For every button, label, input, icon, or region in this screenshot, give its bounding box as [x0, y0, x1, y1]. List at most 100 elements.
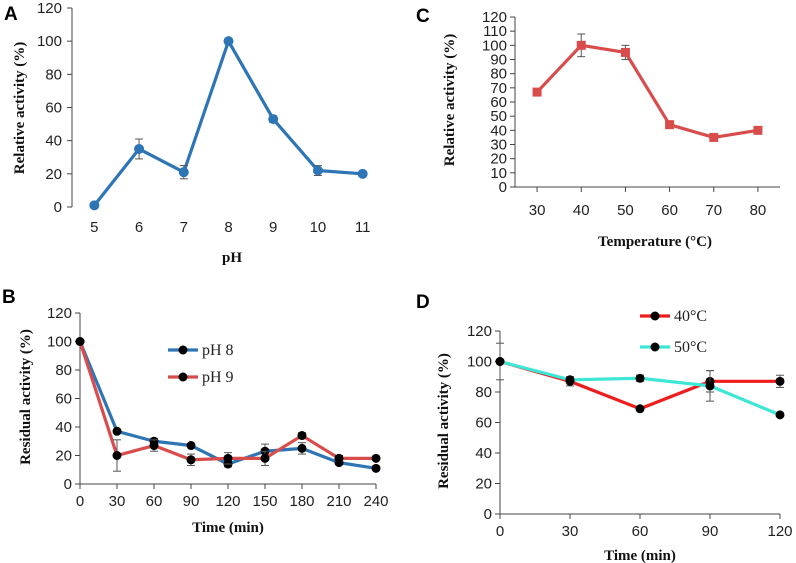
series-line [78, 340, 377, 470]
legend-swatch-marker [178, 372, 188, 382]
data-point [371, 463, 381, 473]
y-tick-label: 60 [475, 415, 492, 432]
data-point [260, 453, 270, 463]
x-tick-label: 120 [215, 493, 240, 510]
legend-label: pH 8 [202, 342, 234, 359]
x-axis-title: pH [222, 250, 242, 266]
x-tick-label: 90 [183, 493, 200, 510]
series-line [93, 39, 363, 207]
x-tick-label: 40 [573, 202, 590, 219]
y-tick-label: 20 [475, 476, 492, 493]
data-point [775, 410, 785, 420]
x-tick-label: 60 [661, 202, 678, 219]
series-line [78, 341, 376, 462]
y-axis-title: Residual activity (%) [18, 329, 34, 465]
x-tick-label: 50 [617, 202, 634, 219]
data-point [532, 87, 542, 97]
legend-label: pH 9 [202, 369, 234, 386]
y-tick-label: 60 [55, 391, 72, 408]
y-tick-label: 90 [490, 52, 507, 69]
y-tick-label: 40 [475, 445, 492, 462]
x-tick-label: 6 [135, 219, 143, 236]
series-ph-activity [89, 36, 368, 211]
y-axis-title: Residual activity (%) [436, 353, 452, 489]
x-axis-title: Temperature (°C) [598, 234, 712, 250]
data-point [635, 373, 645, 383]
data-point [268, 114, 279, 125]
x-tick-label: 240 [363, 493, 388, 510]
y-axis-title: Relative activity (%) [12, 42, 28, 174]
x-axis-title: Time (min) [604, 548, 676, 563]
panel-label: C [416, 6, 430, 27]
series-temperature-activity [532, 33, 763, 142]
legend: 40°C 50°C [640, 308, 707, 356]
x-tick-label: 120 [767, 523, 792, 540]
y-tick-label: 120 [47, 305, 72, 322]
data-point [89, 200, 100, 211]
y-tick-label: 120 [482, 9, 507, 26]
data-point [223, 36, 234, 47]
panel-label: B [2, 287, 16, 308]
y-tick-label: 20 [55, 448, 72, 465]
series-line [535, 43, 759, 140]
data-point [495, 357, 505, 366]
panel-label: A [4, 4, 18, 25]
data-point [297, 431, 307, 441]
x-tick-label: 8 [224, 219, 232, 236]
y-tick-label: 80 [475, 384, 492, 401]
x-tick-label: 10 [310, 219, 327, 236]
data-point [371, 453, 381, 463]
legend-label: 40°C [674, 308, 707, 325]
series-ph-9 [75, 337, 381, 472]
y-tick-label: 120 [467, 323, 492, 340]
y-tick-label: 70 [490, 80, 507, 97]
x-tick-label: 30 [562, 523, 579, 540]
y-tick-label: 120 [37, 0, 62, 17]
y-tick-label: 50 [490, 108, 507, 125]
data-point [705, 381, 715, 391]
legend-swatch-marker [650, 342, 660, 352]
data-point [620, 47, 630, 57]
x-tick-label: 5 [90, 219, 98, 236]
y-tick-label: 110 [483, 23, 507, 40]
x-tick-label: 210 [326, 493, 351, 510]
data-point [75, 337, 85, 346]
data-point [223, 453, 233, 463]
data-point [312, 165, 323, 176]
x-tick-label: 30 [529, 202, 546, 219]
y-axis-title: Relative activity (%) [442, 34, 458, 166]
data-point [357, 168, 368, 179]
y-tick-label: 60 [45, 100, 62, 117]
y-tick-label: 40 [490, 122, 507, 139]
x-tick-label: 60 [632, 523, 649, 540]
data-point [186, 455, 196, 465]
y-tick-label: 100 [47, 334, 72, 351]
data-point [775, 376, 785, 386]
y-tick-label: 80 [45, 66, 62, 83]
data-point [134, 143, 145, 154]
x-tick-label: 11 [355, 219, 371, 236]
y-tick-label: 60 [490, 94, 507, 111]
y-tick-label: 100 [37, 33, 62, 50]
data-point [297, 443, 307, 453]
y-tick-label: 40 [55, 419, 72, 436]
data-point [565, 375, 575, 385]
data-point [665, 120, 675, 130]
y-tick-label: 100 [482, 37, 507, 54]
y-tick-label: 80 [490, 66, 507, 83]
x-tick-label: 80 [750, 202, 767, 219]
series-50-c [495, 357, 785, 420]
y-tick-label: 10 [490, 165, 507, 182]
x-tick-label: 9 [269, 219, 277, 236]
legend-label: 50°C [674, 339, 707, 356]
data-point [753, 125, 763, 135]
x-tick-label: 7 [180, 219, 188, 236]
data-point [149, 441, 159, 451]
y-tick-label: 40 [45, 133, 62, 150]
y-tick-label: 30 [490, 137, 507, 154]
data-point [112, 426, 122, 436]
x-tick-label: 0 [496, 523, 504, 540]
legend-swatch-marker [650, 311, 660, 321]
